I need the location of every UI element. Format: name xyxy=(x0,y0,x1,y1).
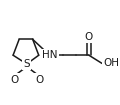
Text: OH: OH xyxy=(103,58,119,68)
Text: HN: HN xyxy=(42,50,57,60)
Text: S: S xyxy=(23,59,30,69)
Text: O: O xyxy=(85,32,93,42)
Text: O: O xyxy=(35,75,43,85)
Text: O: O xyxy=(10,75,18,85)
